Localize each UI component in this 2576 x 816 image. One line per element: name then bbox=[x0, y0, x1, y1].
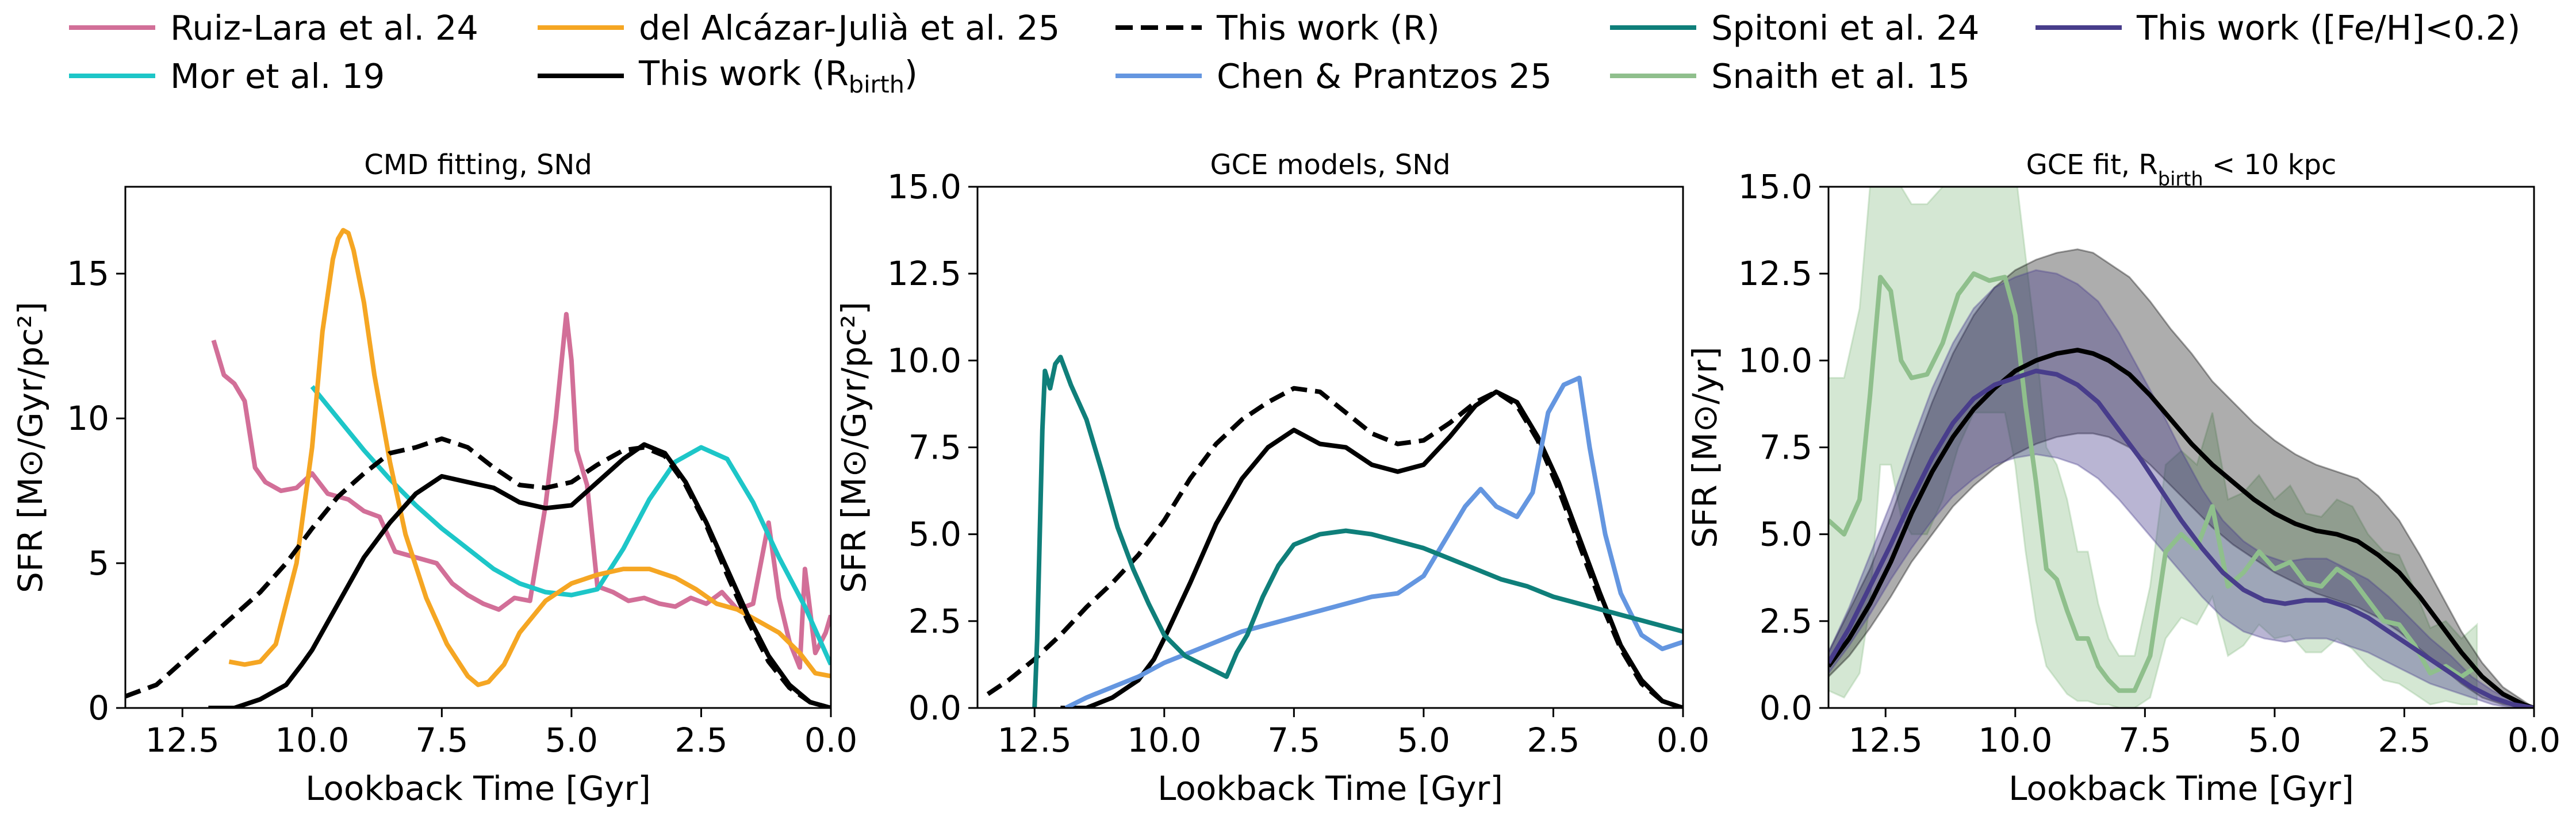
legend-item-r: This work (R) bbox=[1116, 7, 1440, 48]
x-tick-label: 12.5 bbox=[145, 721, 220, 760]
x-tick-label: 5.0 bbox=[2248, 721, 2301, 760]
panel-3: 12.5 10.0 7.5 5.0 2.5 0.0 0.0 2.5 5.0 7.5 10.0 12.5… bbox=[1685, 149, 2560, 808]
legend-label-ruiz: Ruiz-Lara et al. 24 bbox=[170, 7, 478, 48]
legend-swatch-fehlow bbox=[2035, 24, 2122, 32]
y-tick-label: 5.0 bbox=[908, 515, 961, 554]
legend-swatch-mor bbox=[69, 72, 155, 80]
legend-label-alcazar: del Alcázar-Julià et al. 25 bbox=[639, 7, 1060, 48]
y-tick-label: 10.0 bbox=[887, 341, 961, 380]
legend-label-snaith: Snaith et al. 15 bbox=[1711, 56, 1970, 96]
legend-item-mor: Mor et al. 19 bbox=[69, 56, 385, 96]
x-tick-label: 7.5 bbox=[415, 721, 468, 760]
legend-swatch-snaith bbox=[1610, 72, 1696, 80]
x-tick-label: 12.5 bbox=[1849, 721, 1923, 760]
x-tick-label: 2.5 bbox=[674, 721, 727, 760]
y-tick-label: 15.0 bbox=[1738, 167, 1812, 206]
legend-label-rbirth: This work (Rbirth) bbox=[639, 53, 918, 98]
legend-swatch-ruiz bbox=[69, 24, 155, 32]
y-tick-label: 7.5 bbox=[1759, 428, 1812, 467]
x-tick-label: 5.0 bbox=[1397, 721, 1450, 760]
series-snaith-et-al-15 bbox=[1828, 271, 2479, 693]
band-this-work bbox=[1828, 248, 2534, 708]
y-axis-label: SFR [M⊙/Gyr/pc²] bbox=[11, 302, 50, 593]
series-this-work-r bbox=[986, 386, 1683, 708]
x-axis-label: Lookback Time [Gyr] bbox=[2008, 769, 2354, 808]
legend-item-spitoni: Spitoni et al. 24 bbox=[1610, 7, 1979, 48]
legend-item-rbirth: This work (Rbirth) bbox=[538, 53, 918, 98]
legend-item-chen: Chen & Prantzos 25 bbox=[1116, 56, 1552, 96]
x-axis-label: Lookback Time [Gyr] bbox=[305, 769, 651, 808]
y-tick-label: 10 bbox=[67, 399, 109, 438]
x-tick-label: 7.5 bbox=[1267, 721, 1320, 760]
legend-label-mor: Mor et al. 19 bbox=[170, 56, 385, 96]
panel-title: CMD fitting, SNd bbox=[364, 149, 592, 181]
y-tick-label: 5.0 bbox=[1759, 515, 1812, 554]
x-axis-label: Lookback Time [Gyr] bbox=[1157, 769, 1503, 808]
y-tick-label: 12.5 bbox=[887, 254, 961, 293]
legend-swatch-spitoni bbox=[1610, 24, 1696, 32]
x-tick-label: 7.5 bbox=[2118, 721, 2171, 760]
legend-label-chen: Chen & Prantzos 25 bbox=[1217, 56, 1552, 96]
legend-item-snaith: Snaith et al. 15 bbox=[1610, 56, 1970, 96]
x-tick-label: 12.5 bbox=[998, 721, 1072, 760]
series-mor-et-al-19 bbox=[310, 385, 831, 666]
x-tick-label: 10.0 bbox=[275, 721, 349, 760]
y-tick-label: 2.5 bbox=[1759, 602, 1812, 641]
legend-swatch-r bbox=[1116, 24, 1202, 32]
legend-label-r: This work (R) bbox=[1217, 7, 1440, 48]
series-spitoni-et-al-24 bbox=[1032, 355, 1683, 708]
series-this-work-rbirth bbox=[208, 442, 831, 708]
y-tick-label: 0.0 bbox=[908, 688, 961, 728]
legend-item-alcazar: del Alcázar-Julià et al. 25 bbox=[538, 7, 1060, 48]
legend-item-ruiz: Ruiz-Lara et al. 24 bbox=[69, 7, 478, 48]
axes-frame bbox=[124, 186, 832, 709]
legend-label-spitoni: Spitoni et al. 24 bbox=[1711, 7, 1980, 48]
x-tick-label: 2.5 bbox=[1527, 721, 1580, 760]
plot-area bbox=[125, 228, 831, 708]
y-tick-label: 15 bbox=[67, 254, 109, 293]
legend-item-fehlow: This work ([Fe/H]<0.2) bbox=[2035, 7, 2520, 48]
series-this-work bbox=[1828, 348, 2534, 708]
y-tick-label: 0.0 bbox=[1759, 688, 1812, 728]
panel-title: GCE fit, Rbirth < 10 kpc bbox=[2026, 149, 2337, 190]
x-tick-label: 0.0 bbox=[1657, 721, 1709, 760]
y-axis-label: SFR [M⊙/yr] bbox=[1685, 347, 1724, 548]
x-tick-label: 10.0 bbox=[1978, 721, 2052, 760]
y-axis-label: SFR [M⊙/Gyr/pc²] bbox=[834, 302, 873, 593]
x-tick-label: 5.0 bbox=[545, 721, 598, 760]
panel-2: 12.5 10.0 7.5 5.0 2.5 0.0 0.0 2.5 5.0 7.5 10.0 12.5… bbox=[834, 149, 1709, 808]
x-tick-label: 2.5 bbox=[2378, 721, 2431, 760]
y-tick-label: 0 bbox=[88, 688, 109, 728]
panel-1: 12.5 10.0 7.5 5.0 2.5 0.0 0 5 10 15 CMD fitting, S… bbox=[11, 149, 857, 808]
x-tick-label: 0.0 bbox=[2508, 721, 2560, 760]
band-snaith-et-al-15 bbox=[1828, 187, 2478, 708]
series-this-work-rbirth bbox=[1060, 389, 1683, 708]
x-tick-label: 10.0 bbox=[1127, 721, 1201, 760]
y-tick-label: 2.5 bbox=[908, 602, 961, 641]
y-tick-label: 7.5 bbox=[908, 428, 961, 467]
legend-swatch-chen bbox=[1116, 72, 1202, 80]
plot-area bbox=[1828, 187, 2534, 708]
legend-swatch-alcazar bbox=[538, 24, 624, 32]
x-tick-label: 0.0 bbox=[804, 721, 857, 760]
legend-swatch-rbirth bbox=[538, 72, 624, 80]
series-this-work-r bbox=[125, 436, 831, 708]
legend-label-fehlow: This work ([Fe/H]<0.2) bbox=[2137, 7, 2521, 48]
y-tick-label: 10.0 bbox=[1738, 341, 1812, 380]
y-tick-label: 5 bbox=[88, 544, 109, 583]
series-this-work-fe-h-0-2 bbox=[1828, 368, 2534, 708]
series-chen-prantzos-25 bbox=[1064, 375, 1683, 708]
plot-area bbox=[986, 355, 1683, 708]
series-del-alc-zar-juli-et-al-25 bbox=[228, 228, 831, 687]
panel-title: GCE models, SNd bbox=[1210, 149, 1450, 181]
y-tick-label: 12.5 bbox=[1738, 254, 1812, 293]
y-tick-label: 15.0 bbox=[887, 167, 961, 206]
